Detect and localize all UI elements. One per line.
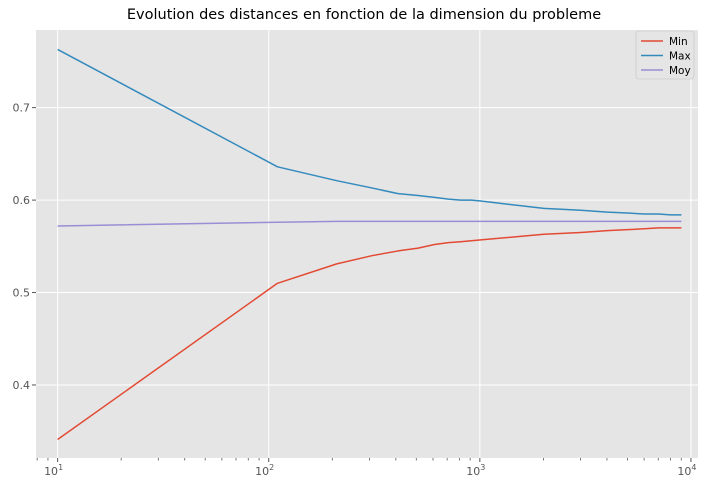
series-line-max (57, 48, 682, 216)
y-tick-label: 0.7 (13, 102, 31, 115)
legend-label: Min (669, 36, 688, 48)
grid-lines (36, 30, 698, 458)
x-tick-label: 102 (255, 463, 274, 478)
legend-label: Max (669, 50, 691, 62)
x-tick-label: 103 (466, 463, 485, 478)
y-tick-label: 0.6 (13, 194, 31, 207)
legend: Min Max Moy (635, 30, 695, 80)
x-tick-label: 104 (677, 463, 696, 478)
legend-box (635, 30, 695, 80)
series-line-min (57, 227, 682, 441)
legend-label: Moy (669, 65, 691, 77)
y-tick-label: 0.5 (13, 287, 31, 300)
x-tick-label: 101 (44, 463, 63, 478)
x-minor-ticks (36, 458, 682, 461)
y-axis-ticks: 0.4 0.5 0.6 0.7 (13, 102, 36, 392)
chart-title: Evolution des distances en fonction de l… (127, 7, 601, 23)
x-axis-ticks: 101 102 103 104 (44, 458, 696, 478)
series-line-moy (57, 220, 682, 227)
plot-area (36, 30, 698, 458)
y-tick-label: 0.4 (13, 379, 31, 392)
series-lines (57, 48, 682, 441)
